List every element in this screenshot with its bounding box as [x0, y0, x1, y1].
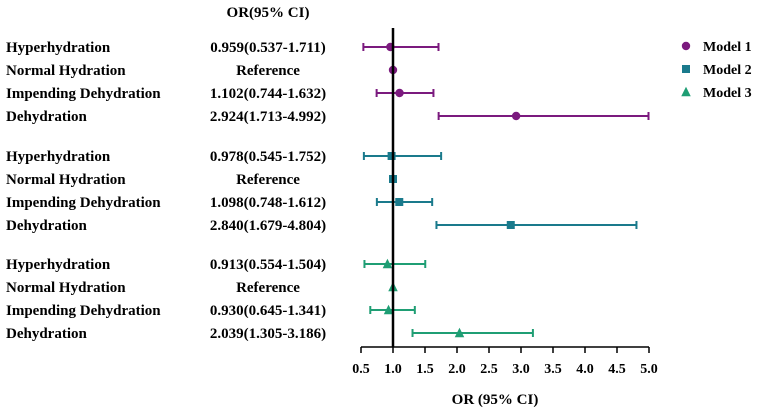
point-estimate-triangle — [383, 304, 394, 315]
row-label-dehydration: Dehydration — [6, 326, 87, 342]
or-ci-value: 2.840(1.679-4.804) — [210, 218, 326, 234]
or-ci-value: 0.978(0.545-1.752) — [210, 149, 326, 165]
legend-item-model-3: Model 3 — [681, 86, 752, 101]
legend-circle-icon — [681, 41, 691, 51]
legend-triangle-icon — [681, 86, 691, 97]
x-tick-label: 2.5 — [480, 362, 498, 377]
row-label-normal-hydration: Normal Hydration — [6, 172, 126, 188]
legend-label: Model 1 — [703, 40, 752, 55]
or-ci-value: 1.102(0.744-1.632) — [210, 86, 326, 102]
point-estimate-square — [506, 221, 515, 229]
point-estimate-square — [387, 152, 396, 160]
x-axis-label: OR (95% CI) — [452, 392, 539, 408]
or-ci-value: Reference — [236, 172, 300, 188]
x-tick-label: 5.0 — [640, 362, 658, 377]
x-tick-label: 1.0 — [384, 362, 402, 377]
model-block-3: Hyperhydration 0.913(0.554-1.504) Normal H… — [6, 257, 534, 342]
model-block-2: Hyperhydration 0.978(0.545-1.752) Normal H… — [6, 149, 638, 234]
or-ci-value: Reference — [236, 280, 300, 296]
row-label-normal-hydration: Normal Hydration — [6, 280, 126, 296]
x-tick-label: 3.0 — [512, 362, 530, 377]
row-label-impending-dehydration: Impending Dehydration — [6, 195, 161, 211]
row-label-hyperhydration: Hyperhydration — [6, 257, 111, 273]
row-label-hyperhydration: Hyperhydration — [6, 149, 111, 165]
or-ci-value: 1.098(0.748-1.612) — [210, 195, 326, 211]
x-tick-label: 3.5 — [544, 362, 562, 377]
or-ci-value: 2.039(1.305-3.186) — [210, 326, 326, 342]
x-tick-label: 2.0 — [448, 362, 466, 377]
row-label-normal-hydration: Normal Hydration — [6, 63, 126, 79]
point-estimate-circle — [395, 88, 404, 98]
or-ci-value: 0.959(0.537-1.711) — [210, 40, 325, 56]
row-label-impending-dehydration: Impending Dehydration — [6, 86, 161, 102]
or-ci-value: Reference — [236, 63, 300, 79]
row-label-hyperhydration: Hyperhydration — [6, 40, 111, 56]
row-label-dehydration: Dehydration — [6, 218, 87, 234]
point-estimate-square — [395, 198, 404, 206]
point-estimate-circle — [511, 111, 521, 121]
legend-square-icon — [682, 65, 690, 73]
or-ci-value: 0.913(0.554-1.504) — [210, 257, 326, 273]
point-estimate-triangle — [382, 258, 393, 269]
x-tick-label: 1.5 — [416, 362, 434, 377]
or-ci-value: 0.930(0.645-1.341) — [210, 303, 326, 319]
row-label-impending-dehydration: Impending Dehydration — [6, 303, 161, 319]
legend-item-model-1: Model 1 — [681, 40, 752, 55]
model-block-1: Hyperhydration 0.959(0.537-1.711) Normal H… — [6, 40, 650, 125]
legend: Model 1 Model 2 Model 3 — [681, 40, 752, 101]
x-tick-label: 4.0 — [576, 362, 594, 377]
legend-item-model-2: Model 2 — [682, 63, 752, 78]
legend-label: Model 2 — [703, 63, 752, 78]
x-tick-label: 4.5 — [608, 362, 626, 377]
legend-label: Model 3 — [703, 86, 752, 101]
x-axis: 0.5 1.0 1.5 2.0 2.5 3.0 3.5 4.0 4.5 5.0 — [352, 346, 658, 377]
or-ci-value: 2.924(1.713-4.992) — [210, 109, 326, 125]
rows-layer: Hyperhydration 0.959(0.537-1.711) Normal H… — [6, 40, 650, 342]
point-estimate-triangle — [454, 327, 465, 338]
row-label-dehydration: Dehydration — [6, 109, 87, 125]
ci-column-header: OR(95% CI) — [227, 5, 310, 21]
x-tick-label: 0.5 — [352, 362, 370, 377]
